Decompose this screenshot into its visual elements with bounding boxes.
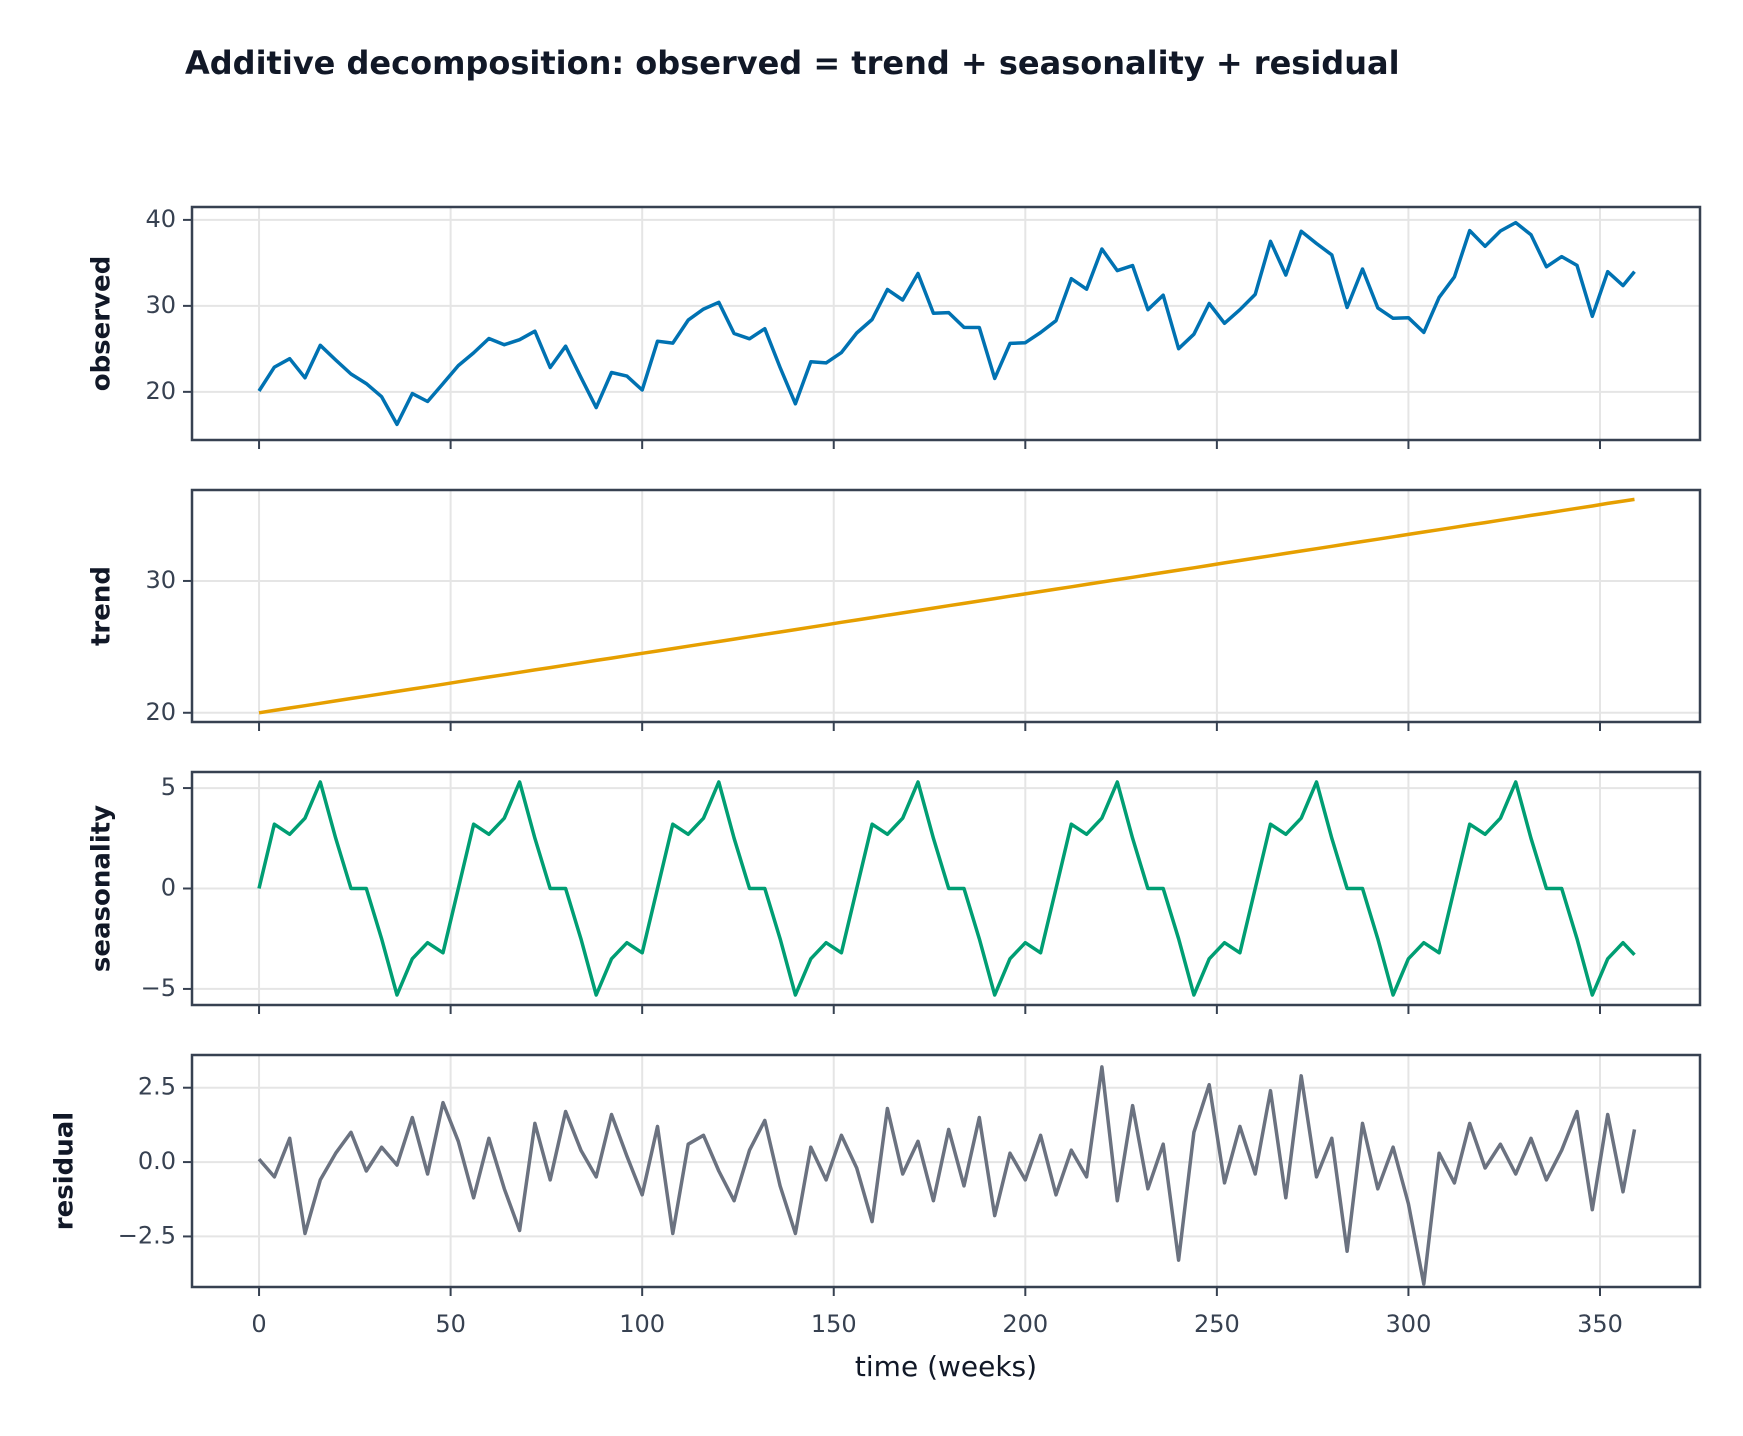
y-tick-label: −5 — [141, 974, 176, 1002]
y-tick-label: 30 — [145, 566, 176, 594]
x-tick-label: 350 — [1577, 1310, 1623, 1338]
axes-frame — [190, 1053, 1702, 1289]
x-tick-label: 250 — [1194, 1310, 1240, 1338]
axes-frame — [190, 770, 1702, 1007]
y-axis-label: observed — [87, 256, 117, 392]
y-axis-label: residual — [50, 1112, 80, 1230]
x-tick-label: 300 — [1386, 1310, 1432, 1338]
chart-title: Additive decomposition: observed = trend… — [185, 44, 1400, 82]
series-line — [257, 1065, 1637, 1286]
x-tick-label: 100 — [619, 1310, 665, 1338]
x-tick-label: 150 — [811, 1310, 857, 1338]
series-line — [257, 780, 1636, 997]
y-tick-label: 2.5 — [138, 1073, 176, 1101]
y-tick-label: 40 — [145, 205, 176, 233]
y-tick-label: 20 — [145, 698, 176, 726]
y-tick-label: 20 — [145, 377, 176, 405]
x-tick-label: 50 — [435, 1310, 466, 1338]
axes-frame — [190, 205, 1702, 442]
y-tick-label: 5 — [161, 773, 176, 801]
y-axis-label: seasonality — [87, 805, 117, 972]
axes-frame — [190, 488, 1702, 724]
x-tick-label: 0 — [251, 1310, 266, 1338]
x-axis-label: time (weeks) — [855, 1350, 1037, 1383]
series-line — [258, 497, 1635, 715]
y-tick-label: 0 — [161, 874, 176, 902]
series-line — [257, 220, 1636, 427]
y-tick-label: 30 — [145, 291, 176, 319]
y-axis-label: trend — [87, 566, 117, 646]
y-tick-label: −2.5 — [118, 1221, 176, 1249]
x-tick-label: 200 — [1002, 1310, 1048, 1338]
y-tick-label: 0.0 — [138, 1147, 176, 1175]
